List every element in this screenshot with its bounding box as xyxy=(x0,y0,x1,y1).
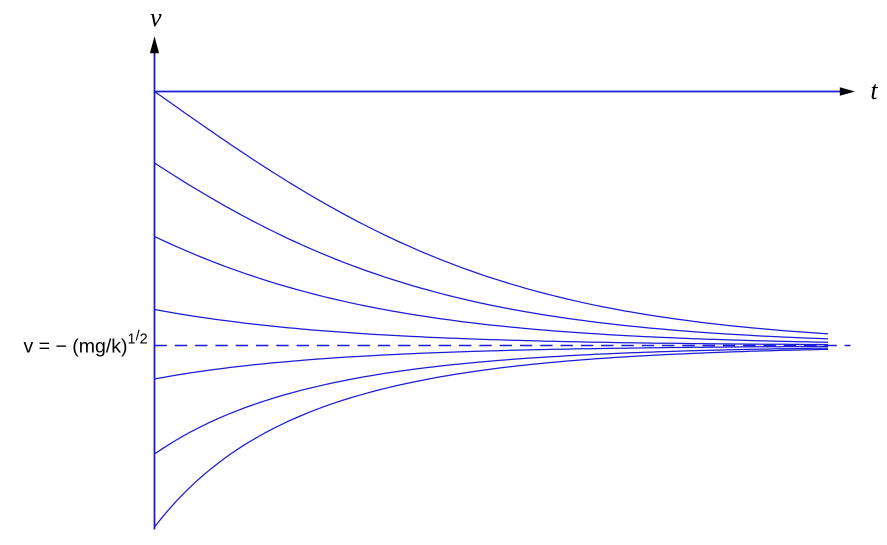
svg-text:t: t xyxy=(870,76,878,105)
svg-text:v: v xyxy=(150,3,162,32)
